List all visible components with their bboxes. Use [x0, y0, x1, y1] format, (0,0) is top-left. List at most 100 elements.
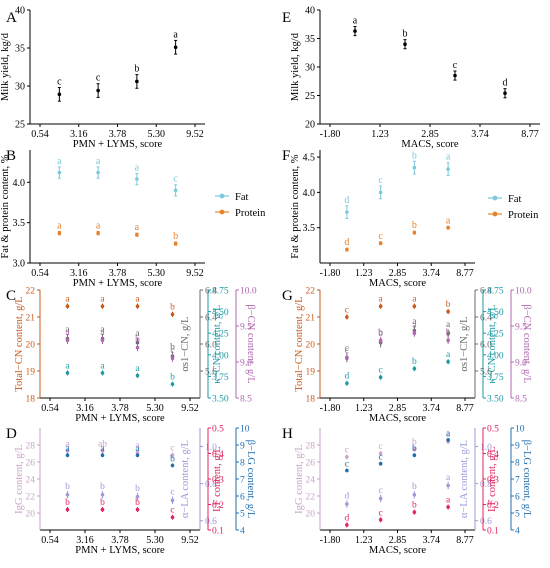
panel-d-data-point: [65, 507, 70, 512]
panel-c-data-point: [100, 338, 105, 343]
panel-h-sig-label: a: [446, 473, 451, 483]
panel-g-y-axis-label-1: Total−CN content, g/L: [294, 296, 305, 391]
panel-f-sig-label: d: [344, 195, 349, 206]
panel-d-sig-label: b: [65, 482, 70, 492]
panel-c-sig-label: b: [170, 373, 175, 383]
panel-c-data-point: [170, 312, 175, 317]
panel-c-data-point: [135, 345, 140, 350]
panel-e-data-point: [453, 73, 457, 78]
panel-d-data-point: [135, 507, 140, 512]
panel-c-x-tick-label: 3.78: [111, 403, 129, 414]
panel-d-data-point: [100, 453, 105, 458]
panel-h-y-tick-label-4: 4: [515, 527, 520, 537]
panel-c-x-tick-label: 0.54: [41, 403, 59, 414]
panel-b-data-point: [57, 231, 62, 235]
panel-g-data-point: [345, 356, 349, 361]
panel-g-sig-label: c: [345, 305, 349, 315]
panel-f-legend-marker: [492, 211, 498, 217]
panel-b-data-point: [96, 231, 100, 235]
panel-g-data-point: [378, 338, 383, 343]
panel-b-y-tick-label: 3.0: [13, 259, 26, 270]
panel-e-y-tick-label: 40: [305, 6, 315, 17]
panel-d-data-point: [135, 450, 140, 455]
panel-h-sig-label: c: [345, 445, 349, 455]
panel-a-data-point: [173, 45, 178, 50]
panel-a-x-axis-label: PMN + LYMS, score: [73, 139, 163, 150]
panel-c-y-tick-label-3: 4.50: [212, 308, 229, 318]
panel-c-y-tick-label-4: 9.0: [240, 359, 252, 369]
panel-a-y-tick-label: 30: [15, 82, 25, 93]
panel-d-data-point: [65, 492, 70, 497]
panel-a-data-point: [57, 92, 62, 97]
panel-h-data-point: [446, 483, 450, 488]
panel-d-y-tick-label-3: 0.2: [212, 501, 224, 511]
panel-h-data-point: [446, 505, 450, 509]
panel-g-letter: G: [282, 288, 293, 304]
panel-g-x-axis-label: MACS, score: [369, 413, 427, 424]
panel-c-data-point: [170, 382, 175, 386]
panel-h-x-tick-label: 3.74: [423, 535, 441, 546]
panel-g-x-tick-label: 1.23: [355, 403, 373, 414]
panel-e-sig-label: c: [453, 60, 458, 71]
panel-e-x-axis-label: MACS, score: [401, 139, 459, 150]
panel-c-y-axis-label-2: αs1−CN, g/L: [180, 316, 191, 371]
panel-a-x-tick-label: 9.52: [186, 129, 204, 140]
panel-h-data-point: [345, 468, 349, 473]
panel-h-data-point: [378, 518, 383, 522]
panel-g-data-point: [446, 338, 450, 343]
panel-g-y-tick-label-2: 6.0: [480, 341, 492, 351]
panel-c-y-tick-label-2: 6.8: [205, 287, 217, 297]
panel-d-y-tick-label-1: 28: [26, 442, 36, 452]
panel-b-x-tick-label: 0.54: [31, 268, 49, 279]
panel-g-sig-label: a: [412, 317, 417, 327]
panel-d-x-tick-label: 0.54: [41, 535, 59, 546]
panel-g-data-point: [345, 315, 349, 319]
panel-c-sig-label: a: [135, 364, 140, 374]
panel-g-y-axis-label-3: κ−CN content, g/L: [487, 304, 498, 383]
panel-b-x-tick-label: 3.78: [109, 268, 127, 279]
panel-d-y-axis-label-4: β−LG content, g/L: [245, 440, 256, 519]
panel-a-sig-label: c: [96, 73, 101, 84]
panel-d-sig-label: a: [135, 444, 140, 454]
panel-h-sig-label: c: [379, 486, 383, 496]
panel-b-x-axis-label: PMN + LYMS, score: [73, 278, 163, 289]
panel-a-y-tick-label: 40: [15, 6, 25, 17]
panel-b-sig-label: a: [96, 221, 101, 232]
panel-c-y-tick-label-1: 20: [26, 341, 36, 351]
panel-g-data-point: [446, 309, 450, 314]
panel-c-y-axis-label-3: κ−CN content, g/L: [212, 304, 223, 383]
panel-g-y-tick-label-4: 9.0: [515, 359, 527, 369]
panel-h-y-tick-label-4: 7: [515, 476, 520, 486]
panel-a-x-tick-label: 0.54: [31, 129, 49, 140]
panel-e-letter: E: [282, 10, 291, 26]
panel-c-y-tick-label-3: 4.75: [212, 287, 229, 297]
panel-d-sig-label: b: [100, 482, 105, 492]
panel-d-sig-label: a: [100, 444, 105, 454]
panel-b-legend-marker: [219, 209, 225, 215]
panel-d-sig-label: c: [170, 444, 174, 454]
panel-h-data-point: [345, 523, 349, 527]
panel-b-sig-label: c: [173, 174, 178, 185]
panel-g-y-tick-label-4: 9.5: [515, 323, 527, 333]
panel-c-y-tick-label-2: 6.0: [205, 341, 217, 351]
panel-d-x-tick-label: 3.16: [76, 535, 94, 546]
panel-g-x-tick-label: 3.74: [423, 403, 441, 414]
panel-f-letter: F: [282, 148, 290, 164]
panel-e-y-tick-label: 20: [305, 120, 315, 131]
panel-h-y-tick-label-2: 1.0: [480, 443, 492, 453]
panel-c-sig-label: a: [65, 328, 70, 338]
panel-h-y-tick-label-1: 22: [306, 493, 316, 503]
panel-f-sig-label: a: [446, 215, 451, 226]
panel-c-y-tick-label-4: 8.5: [240, 395, 252, 405]
panel-d-data-point: [100, 449, 105, 453]
panel-b-data-point: [135, 177, 139, 181]
panel-c-y-tick-label-4: 9.5: [240, 323, 252, 333]
panel-f-data-point: [345, 210, 349, 214]
panel-g-y-tick-label-3: 3.50: [487, 395, 504, 405]
panel-c-y-tick-label-1: 18: [26, 395, 36, 405]
panel-d-y-tick-label-4: 8: [240, 459, 245, 469]
panel-h-data-point: [412, 447, 417, 452]
panel-d-y-tick-label-3: 0.5: [212, 425, 224, 435]
panel-a-sig-label: b: [134, 64, 139, 75]
